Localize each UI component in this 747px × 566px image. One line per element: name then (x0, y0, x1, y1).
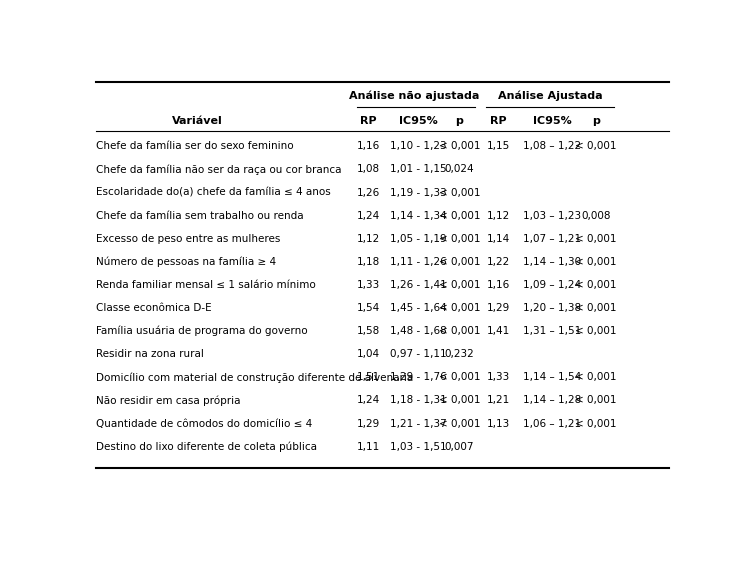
Text: 1,26 - 1,41: 1,26 - 1,41 (391, 280, 447, 290)
Text: Quantidade de cômodos do domicílio ≤ 4: Quantidade de cômodos do domicílio ≤ 4 (96, 418, 312, 428)
Text: < 0,001: < 0,001 (575, 280, 616, 290)
Text: 1,33: 1,33 (357, 280, 380, 290)
Text: 1,54: 1,54 (357, 303, 380, 313)
Text: 1,05 - 1,19: 1,05 - 1,19 (391, 234, 447, 244)
Text: < 0,001: < 0,001 (438, 187, 480, 198)
Text: 1,12: 1,12 (357, 234, 380, 244)
Text: 0,008: 0,008 (581, 211, 610, 221)
Text: 1,29: 1,29 (487, 303, 510, 313)
Text: 0,024: 0,024 (444, 165, 474, 174)
Text: 1,09 – 1,24: 1,09 – 1,24 (523, 280, 581, 290)
Text: 1,19 - 1,33: 1,19 - 1,33 (391, 187, 447, 198)
Text: 1,41: 1,41 (487, 326, 510, 336)
Text: 1,01 - 1,15: 1,01 - 1,15 (391, 165, 447, 174)
Text: p: p (456, 116, 463, 126)
Text: 1,14 - 1,34: 1,14 - 1,34 (391, 211, 447, 221)
Text: 1,18: 1,18 (357, 257, 380, 267)
Text: < 0,001: < 0,001 (438, 234, 480, 244)
Text: Chefe da família ser do sexo feminino: Chefe da família ser do sexo feminino (96, 142, 294, 151)
Text: < 0,001: < 0,001 (438, 326, 480, 336)
Text: Família usuária de programa do governo: Família usuária de programa do governo (96, 326, 308, 336)
Text: 1,26: 1,26 (357, 187, 380, 198)
Text: 1,03 - 1,51: 1,03 - 1,51 (391, 441, 447, 452)
Text: 1,11: 1,11 (357, 441, 380, 452)
Text: < 0,001: < 0,001 (575, 142, 616, 151)
Text: 1,08: 1,08 (357, 165, 380, 174)
Text: 1,14: 1,14 (487, 234, 510, 244)
Text: IC95%: IC95% (400, 116, 438, 126)
Text: Escolaridade do(a) chefe da família ≤ 4 anos: Escolaridade do(a) chefe da família ≤ 4 … (96, 187, 331, 198)
Text: Domicílio com material de construção diferente de alvenaria: Domicílio com material de construção dif… (96, 372, 414, 383)
Text: 1,31 – 1,51: 1,31 – 1,51 (523, 326, 581, 336)
Text: 1,11 - 1,26: 1,11 - 1,26 (391, 257, 447, 267)
Text: Residir na zona rural: Residir na zona rural (96, 349, 204, 359)
Text: Chefe da família não ser da raça ou cor branca: Chefe da família não ser da raça ou cor … (96, 164, 342, 175)
Text: 0,007: 0,007 (444, 441, 474, 452)
Text: Classe econômica D-E: Classe econômica D-E (96, 303, 212, 313)
Text: < 0,001: < 0,001 (438, 142, 480, 151)
Text: Excesso de peso entre as mulheres: Excesso de peso entre as mulheres (96, 234, 281, 244)
Text: 1,21 - 1,37: 1,21 - 1,37 (391, 418, 447, 428)
Text: 1,04: 1,04 (357, 349, 380, 359)
Text: 1,12: 1,12 (487, 211, 510, 221)
Text: 1,22: 1,22 (487, 257, 510, 267)
Text: 1,06 – 1,21: 1,06 – 1,21 (523, 418, 581, 428)
Text: 1,14 – 1,30: 1,14 – 1,30 (523, 257, 581, 267)
Text: < 0,001: < 0,001 (438, 211, 480, 221)
Text: 0,232: 0,232 (444, 349, 474, 359)
Text: Destino do lixo diferente de coleta pública: Destino do lixo diferente de coleta públ… (96, 441, 317, 452)
Text: Análise Ajustada: Análise Ajustada (498, 91, 603, 101)
Text: 1,18 - 1,31: 1,18 - 1,31 (391, 396, 447, 405)
Text: RP: RP (490, 116, 507, 126)
Text: 1,20 – 1,38: 1,20 – 1,38 (523, 303, 581, 313)
Text: 1,29 - 1,76: 1,29 - 1,76 (391, 372, 447, 383)
Text: Análise não ajustada: Análise não ajustada (350, 91, 480, 101)
Text: < 0,001: < 0,001 (438, 257, 480, 267)
Text: 1,13: 1,13 (487, 418, 510, 428)
Text: 1,08 – 1,22: 1,08 – 1,22 (523, 142, 581, 151)
Text: Renda familiar mensal ≤ 1 salário mínimo: Renda familiar mensal ≤ 1 salário mínimo (96, 280, 316, 290)
Text: p: p (592, 116, 600, 126)
Text: < 0,001: < 0,001 (575, 257, 616, 267)
Text: 1,48 - 1,68: 1,48 - 1,68 (391, 326, 447, 336)
Text: Não residir em casa própria: Não residir em casa própria (96, 395, 241, 406)
Text: < 0,001: < 0,001 (575, 303, 616, 313)
Text: < 0,001: < 0,001 (438, 372, 480, 383)
Text: 0,97 - 1,11: 0,97 - 1,11 (391, 349, 447, 359)
Text: Variável: Variável (173, 116, 223, 126)
Text: < 0,001: < 0,001 (438, 418, 480, 428)
Text: < 0,001: < 0,001 (438, 280, 480, 290)
Text: 1,58: 1,58 (357, 326, 380, 336)
Text: < 0,001: < 0,001 (575, 396, 616, 405)
Text: < 0,001: < 0,001 (438, 396, 480, 405)
Text: RP: RP (360, 116, 376, 126)
Text: Chefe da família sem trabalho ou renda: Chefe da família sem trabalho ou renda (96, 211, 304, 221)
Text: IC95%: IC95% (533, 116, 571, 126)
Text: 1,03 – 1,23: 1,03 – 1,23 (523, 211, 581, 221)
Text: 1,16: 1,16 (357, 142, 380, 151)
Text: 1,33: 1,33 (487, 372, 510, 383)
Text: 1,07 – 1,21: 1,07 – 1,21 (523, 234, 581, 244)
Text: 1,24: 1,24 (357, 396, 380, 405)
Text: < 0,001: < 0,001 (575, 326, 616, 336)
Text: 1,16: 1,16 (487, 280, 510, 290)
Text: 1,21: 1,21 (487, 396, 510, 405)
Text: < 0,001: < 0,001 (575, 234, 616, 244)
Text: 1,15: 1,15 (487, 142, 510, 151)
Text: 1,51: 1,51 (357, 372, 380, 383)
Text: Número de pessoas na família ≥ 4: Número de pessoas na família ≥ 4 (96, 256, 276, 267)
Text: 1,45 - 1,64: 1,45 - 1,64 (391, 303, 447, 313)
Text: 1,10 - 1,23: 1,10 - 1,23 (391, 142, 447, 151)
Text: < 0,001: < 0,001 (575, 418, 616, 428)
Text: < 0,001: < 0,001 (575, 372, 616, 383)
Text: 1,29: 1,29 (357, 418, 380, 428)
Text: 1,14 – 1,28: 1,14 – 1,28 (523, 396, 581, 405)
Text: < 0,001: < 0,001 (438, 303, 480, 313)
Text: 1,14 – 1,54: 1,14 – 1,54 (523, 372, 581, 383)
Text: 1,24: 1,24 (357, 211, 380, 221)
